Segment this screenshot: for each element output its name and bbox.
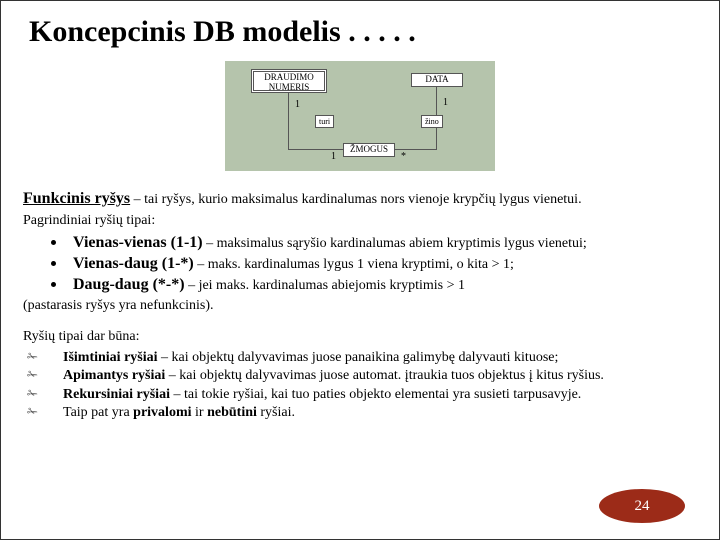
funkcinis-text: – tai ryšys, kurio maksimalus kardinalum… [130, 192, 581, 207]
list-item: Vienas-daug (1-*) – maks. kardinalumas l… [45, 254, 697, 274]
pastarasis-note: (pastarasis ryšys yra nefunkcinis). [23, 297, 697, 315]
bullet-text: – jei maks. kardinalumas abiejomis krypt… [185, 278, 465, 293]
diagram-line [395, 149, 437, 150]
funkcinis-label: Funkcinis ryšys [23, 190, 130, 207]
arrow-bold: Apimantys ryšiai [63, 368, 165, 383]
slide-title: Koncepcinis DB modelis . . . . . [1, 1, 719, 57]
arrow-text: – kai objektų dalyvavimas juose automat.… [165, 368, 604, 383]
list-item: Daug-daug (*-*) – jei maks. kardinalumas… [45, 275, 697, 295]
arrow-text: – kai objektų dalyvavimas juose panaikin… [158, 350, 559, 365]
page-number-badge: 24 [599, 489, 685, 523]
bullet-text: – maksimalus sąryšio kardinalumas abiem … [203, 236, 587, 251]
bullet-text: – maks. kardinalumas lygus 1 viena krypt… [194, 257, 514, 272]
arrow-mid: ir [192, 405, 208, 420]
bullet-bold: Vienas-daug (1-*) [73, 255, 194, 272]
bullet-list: Vienas-vienas (1-1) – maksimalus sąryšio… [23, 233, 697, 295]
entity-draudimo: DRAUDIMO NUMERIS [251, 69, 327, 93]
list-item: Apimantys ryšiai – kai objektų dalyvavim… [23, 367, 697, 385]
arrow-bold: Išimtiniai ryšiai [63, 350, 158, 365]
funkcinis-paragraph: Funkcinis ryšys – tai ryšys, kurio maksi… [23, 189, 697, 209]
diagram-line [288, 93, 289, 149]
content-area: Funkcinis ryšys – tai ryšys, kurio maksi… [1, 189, 719, 422]
bullet-bold: Daug-daug (*-*) [73, 276, 185, 293]
arrow-pre: Taip pat yra [63, 405, 133, 420]
entity-data: DATA [411, 73, 463, 87]
list-item: Rekursiniai ryšiai – tai tokie ryšiai, k… [23, 386, 697, 404]
er-diagram: DRAUDIMO NUMERIS DATA ŽMOGUS turi žino 1… [225, 61, 495, 171]
relation-zino: žino [421, 115, 443, 128]
arrow-list: Išimtiniai ryšiai – kai objektų dalyvavi… [23, 349, 697, 422]
arrow-post: ryšiai. [257, 405, 295, 420]
rysiu-tipai-label: Ryšių tipai dar būna: [23, 328, 697, 346]
cardinality: 1 [443, 97, 448, 108]
cardinality: 1 [331, 151, 336, 162]
arrow-bold: Rekursiniai ryšiai [63, 387, 170, 402]
list-item: Išimtiniai ryšiai – kai objektų dalyvavi… [23, 349, 697, 367]
arrow-bold: privalomi [133, 405, 191, 420]
bullet-bold: Vienas-vienas (1-1) [73, 234, 203, 251]
arrow-bold: nebūtini [207, 405, 257, 420]
entity-zmogus: ŽMOGUS [343, 143, 395, 157]
arrow-text: – tai tokie ryšiai, kai tuo paties objek… [170, 387, 581, 402]
pagrindiniai-label: Pagrindiniai ryšių tipai: [23, 212, 697, 230]
diagram-line [288, 149, 343, 150]
cardinality: 1 [295, 99, 300, 110]
list-item: Taip pat yra privalomi ir nebūtini ryšia… [23, 404, 697, 422]
cardinality: * [401, 151, 406, 162]
list-item: Vienas-vienas (1-1) – maksimalus sąryšio… [45, 233, 697, 253]
relation-turi: turi [315, 115, 334, 128]
